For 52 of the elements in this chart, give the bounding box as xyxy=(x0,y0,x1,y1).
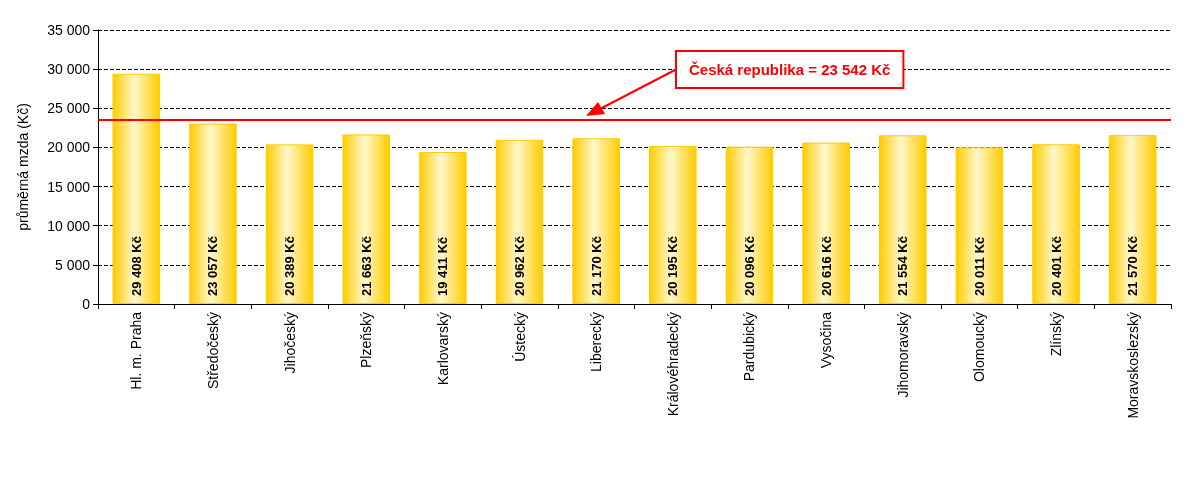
y-tick-label: 30 000 xyxy=(47,61,91,78)
y-tick-label: 5 000 xyxy=(54,256,91,273)
x-tick-label: Jihočeský xyxy=(281,312,298,374)
x-tick-label: Hl. m. Praha xyxy=(128,311,145,390)
x-tick-label: Liberecký xyxy=(588,312,605,372)
x-tick-label: Vysočina xyxy=(818,311,835,369)
bar xyxy=(802,142,850,304)
bar xyxy=(955,147,1004,304)
x-tick-label: Pardubický xyxy=(741,312,758,382)
x-tick-label: Moravskoslezský xyxy=(1124,312,1141,419)
x-tick-label: Olomoucký xyxy=(971,312,988,383)
data-label: 29 408 Kč xyxy=(128,236,144,296)
data-label: 20 389 Kč xyxy=(282,236,298,296)
x-tick-label: Zlínský xyxy=(1048,312,1065,357)
bar xyxy=(1032,144,1080,304)
data-label: 21 554 Kč xyxy=(895,236,911,296)
bar xyxy=(265,144,314,304)
y-tick-label: 0 xyxy=(82,296,91,312)
bar xyxy=(189,123,237,304)
y-tick-label: 15 000 xyxy=(47,178,91,195)
x-tick-label: Ústecký xyxy=(511,312,528,362)
data-label: 23 057 Kč xyxy=(205,236,221,296)
bar xyxy=(878,135,927,304)
bar xyxy=(495,139,544,304)
bar xyxy=(342,134,391,304)
bar xyxy=(112,73,161,304)
data-label: 19 411 Kč xyxy=(435,236,451,296)
data-label: 20 616 Kč xyxy=(818,236,834,296)
x-tick-label: Plzeňský xyxy=(358,312,375,369)
y-tick-label: 10 000 xyxy=(47,217,91,234)
y-axis-title: průměrná mzda (Kč) xyxy=(15,103,31,231)
data-label: 20 962 Kč xyxy=(512,236,528,296)
bar xyxy=(572,138,620,304)
bar xyxy=(1108,135,1157,304)
data-label: 21 570 Kč xyxy=(1125,236,1141,296)
y-tick-label: 25 000 xyxy=(47,100,91,117)
data-label: 21 663 Kč xyxy=(358,236,374,296)
x-tick-label: Středočeský xyxy=(204,312,221,390)
data-label: 20 195 Kč xyxy=(665,236,681,296)
x-tick-label: Jihomoravský xyxy=(894,312,911,398)
ref-line-label: Česká republika = 23 542 Kč xyxy=(689,61,891,78)
bar xyxy=(419,152,467,304)
data-label: 20 096 Kč xyxy=(741,236,757,296)
x-tick-label: Karlovarský xyxy=(434,312,451,386)
x-tick-label: Královéhradecký xyxy=(664,312,681,417)
y-tick-label: 20 000 xyxy=(47,139,91,156)
data-label: 20 401 Kč xyxy=(1048,236,1064,296)
y-tick-label: 35 000 xyxy=(47,22,91,38)
bar xyxy=(649,145,697,304)
data-label: 21 170 Kč xyxy=(588,236,604,296)
data-label: 20 011 Kč xyxy=(971,236,987,296)
bar xyxy=(725,146,774,304)
